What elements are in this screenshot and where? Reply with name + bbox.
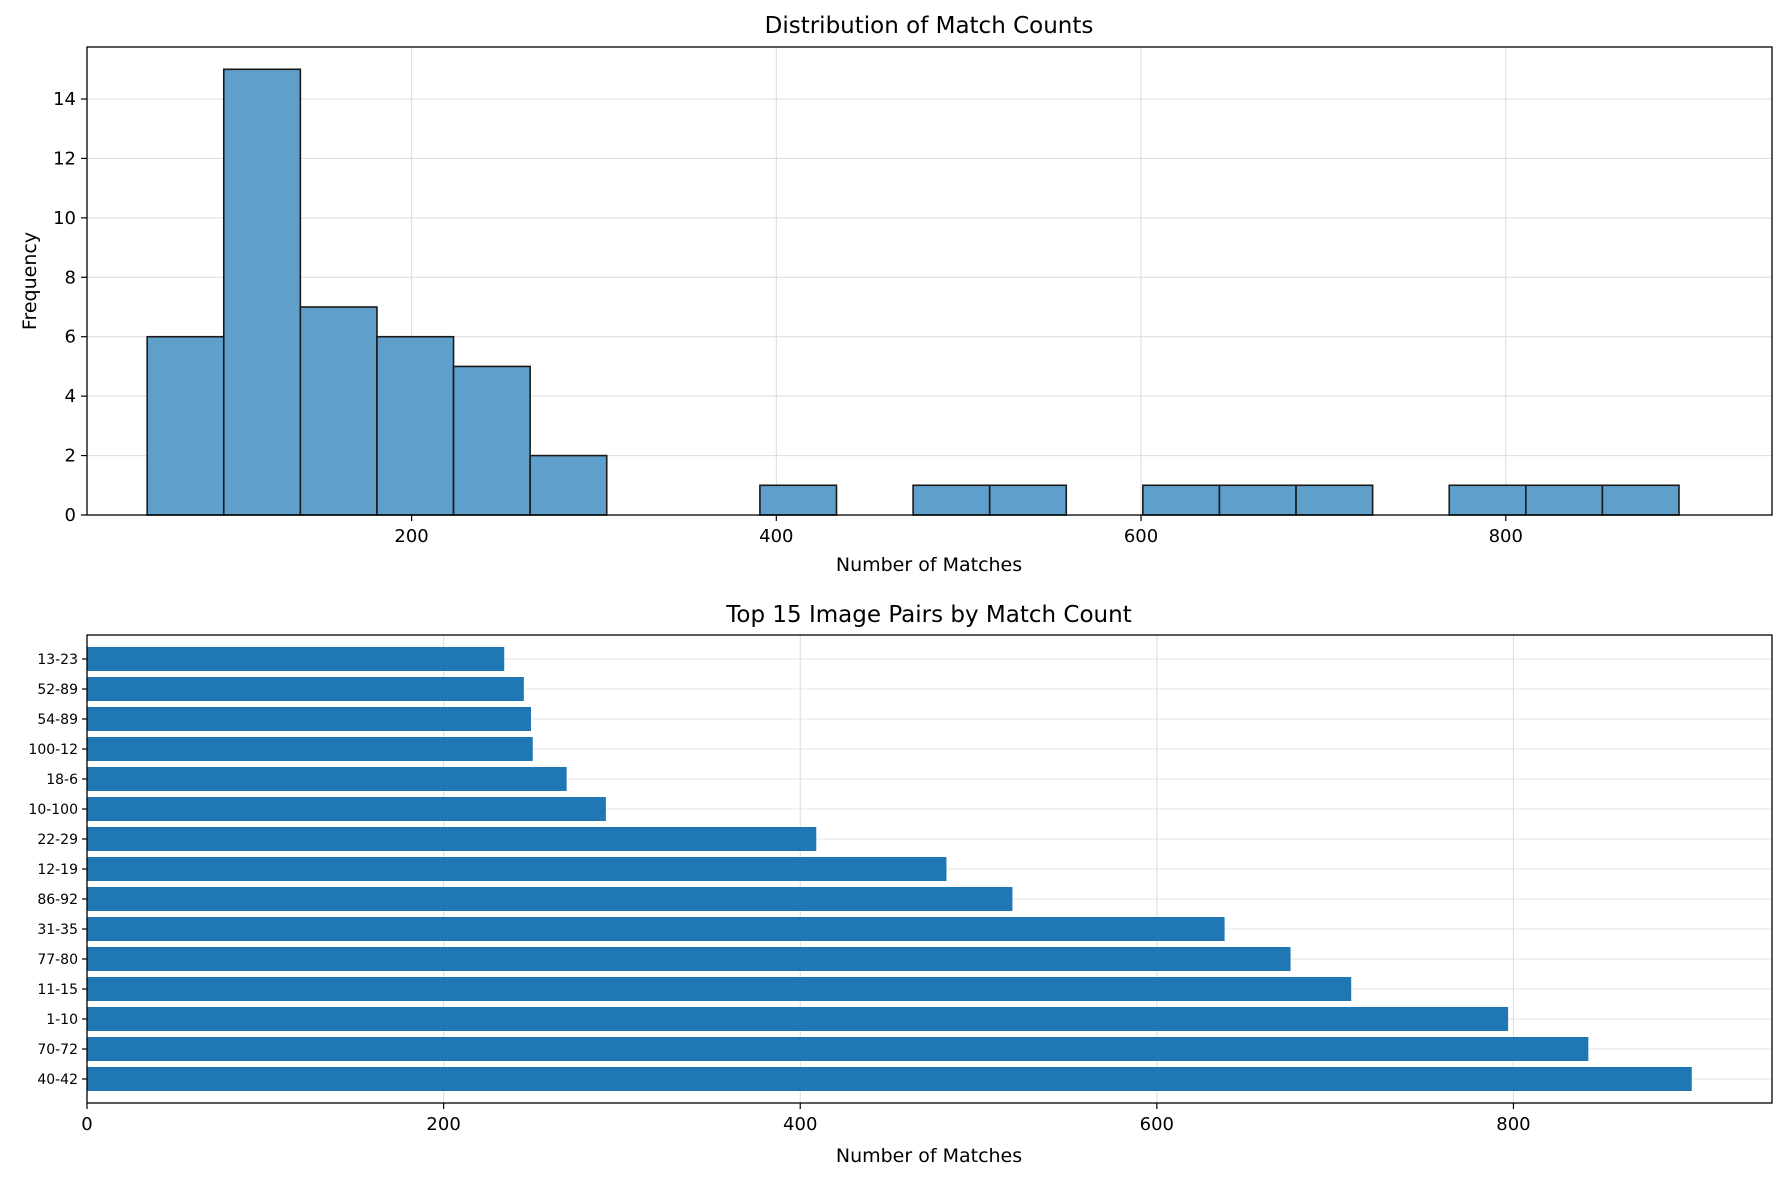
hbar-y-tick-label: 70-72 [37,1042,78,1058]
histogram-y-tick-label: 10 [53,208,76,229]
hbar-x-tick-label: 600 [1140,1114,1174,1135]
histogram-y-tick-label: 8 [65,267,76,288]
hbar-bar [87,1067,1692,1091]
hbar-bar [87,917,1225,941]
hbar-x-tick-label: 400 [783,1114,817,1135]
histogram-bar [1218,484,1297,516]
histogram-bar [1295,484,1374,516]
histogram-bar [1142,484,1221,516]
hbar-y-tick-label: 13-23 [37,652,78,668]
hbar-bars [87,647,1692,1091]
histogram-ticks: 200 400 600 800 0 2 4 6 8 10 12 14 [53,89,1523,547]
hbar-y-tick-label: 40-42 [37,1072,78,1088]
histogram-bar [1525,484,1604,516]
histogram-bars [146,68,1680,516]
hbar-y-tick-label: 1-10 [46,1012,78,1028]
histogram-bar [146,335,225,516]
hbar-bar [87,797,606,821]
histogram-bar [376,335,455,516]
hbar-y-tick-label: 31-35 [37,922,78,938]
histogram-x-tick-label: 600 [1124,526,1158,547]
histogram-y-tick-label: 6 [65,327,76,348]
hbar-ticks: 0 200 400 600 800 40-42 70-72 1-10 11-15 77-80 31-… [28,652,1530,1135]
hbar-y-tick-label: 12-19 [37,862,78,878]
histogram-y-tick-label: 14 [53,89,76,110]
histogram-bar [1601,484,1680,516]
hbar-bar [87,1007,1509,1031]
histogram-y-tick-label: 0 [65,505,76,526]
histogram-bar [1448,484,1527,516]
hbar-bar [87,767,567,791]
histogram-x-tick-label: 200 [394,526,428,547]
hbar-y-tick-label: 11-15 [37,982,78,998]
hbar-x-tick-label: 800 [1496,1114,1530,1135]
hbar-y-tick-label: 52-89 [37,682,78,698]
hbar-bar [87,827,817,851]
hbar-bar [87,977,1352,1001]
histogram-bar [299,306,378,516]
hbar-y-tick-label: 22-29 [37,832,78,848]
histogram-y-tick-label: 4 [65,386,76,407]
hbar-x-axis-label: Number of Matches [836,1145,1022,1167]
hbar-y-tick-label: 77-80 [37,952,78,968]
hbar-bar [87,677,524,701]
histogram-x-tick-label: 400 [759,526,793,547]
hbar-bar [87,857,947,881]
hbar-y-tick-label: 10-100 [28,802,78,818]
histogram-bar [912,484,991,516]
hbar-bar [87,737,533,761]
hbar-bar [87,947,1291,971]
hbar-bar [87,707,531,731]
hbar-title: Top 15 Image Pairs by Match Count [725,602,1131,628]
histogram-axes-frame [86,46,1773,516]
histogram-x-tick-label: 800 [1489,526,1523,547]
histogram-x-axis-label: Number of Matches [836,554,1022,576]
histogram-y-axis-label: Frequency [19,232,41,330]
histogram-title: Distribution of Match Counts [765,13,1094,39]
hbar-y-tick-label: 54-89 [37,712,78,728]
histogram-y-tick-label: 12 [53,148,76,169]
hbar-bar [87,887,1013,911]
hbar-y-tick-label: 18-6 [46,772,78,788]
histogram-bar [988,484,1068,516]
hbar-y-tick-label: 100-12 [28,742,78,758]
histogram-bar [222,68,302,516]
hbar-bar [87,647,505,671]
histogram-y-tick-label: 2 [65,446,76,467]
hbar-x-tick-label: 0 [81,1114,92,1135]
histogram-bar [452,365,531,516]
hbar-y-tick-label: 86-92 [37,892,78,908]
hbar-bar [87,1037,1589,1061]
hbar-x-tick-label: 200 [426,1114,460,1135]
histogram-bar [529,454,608,516]
histogram-bar [759,484,838,516]
